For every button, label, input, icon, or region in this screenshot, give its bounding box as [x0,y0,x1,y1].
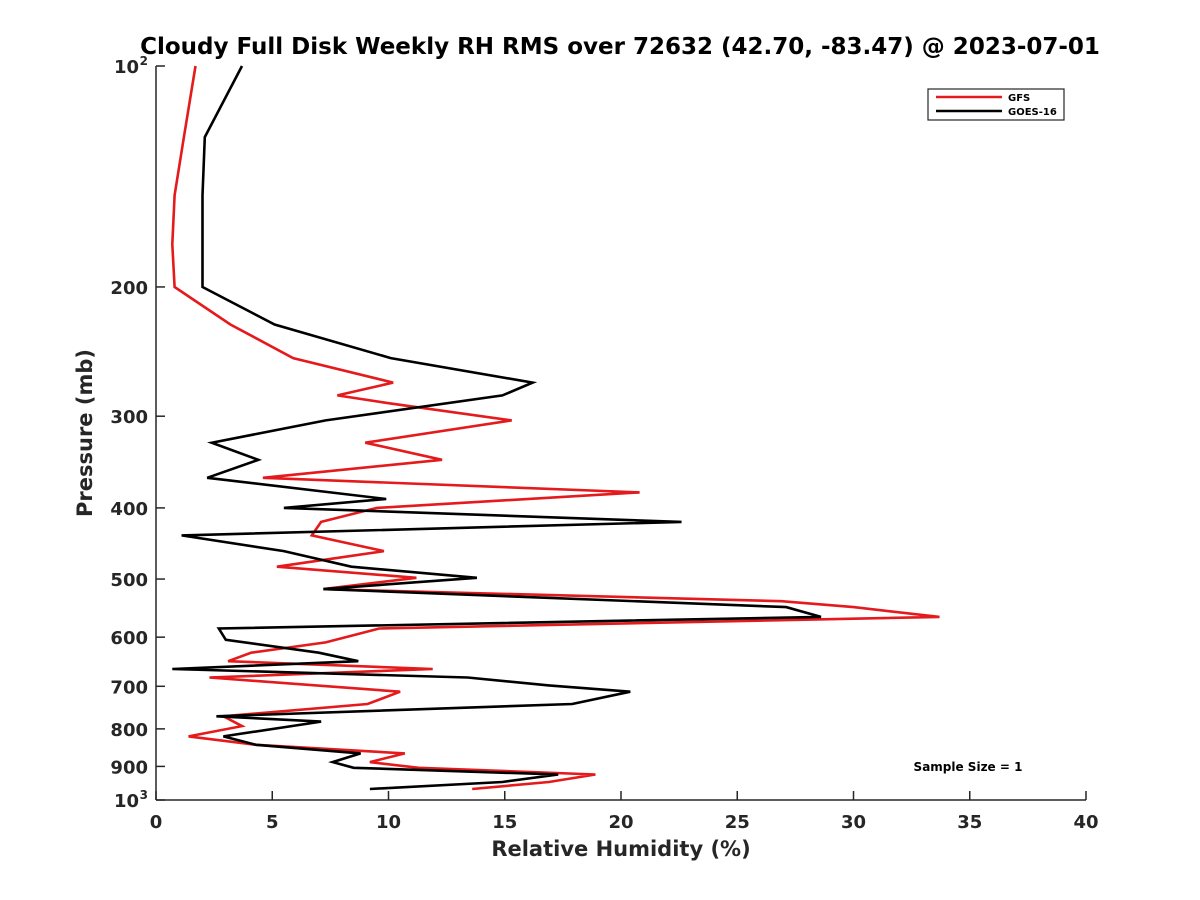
y-tick-label-3: 400 [110,499,148,520]
x-tick-label-7: 35 [957,812,982,833]
y-tick-label-7: 800 [110,720,148,741]
y-tick-label-1: 200 [110,278,148,299]
x-ticks: 0 5 10 15 20 25 30 35 40 [150,791,1099,833]
y-tick-label-4: 500 [110,570,148,591]
y-axis-label: Pressure (mb) [73,349,97,517]
legend-box [927,88,1065,121]
x-tick-label-5: 25 [725,812,750,833]
y-tick-label-8: 900 [110,757,148,778]
y-tick-label-6: 700 [110,677,148,698]
x-tick-label-0: 0 [150,812,163,833]
series-lines [170,65,940,791]
x-tick-label-8: 40 [1073,812,1098,833]
sample-size-annotation: Sample Size = 1 [914,760,1023,774]
legend-label-goes16: GOES-16 [1008,107,1057,118]
x-tick-label-6: 30 [841,812,866,833]
legend-label-gfs: GFS [1008,93,1030,104]
y-tick-exponent-9: 3 [140,788,148,802]
y-tick-label-5: 600 [110,628,148,649]
x-tick-label-4: 20 [608,812,633,833]
legend: GFS GOES-16 [927,88,1065,121]
series-line-goes-16 [172,65,822,791]
chart-title: Cloudy Full Disk Weekly RH RMS over 7263… [140,34,1100,60]
y-tick-exponent-0: 2 [140,54,148,68]
y-tick-label-2: 300 [110,407,148,428]
x-tick-label-1: 5 [266,812,279,833]
plot-area: 0 5 10 15 20 25 30 35 40 10 220030040050060070080… [110,54,1098,833]
x-tick-label-2: 10 [376,812,401,833]
y-tick-label-0: 10 [114,57,139,78]
y-tick-label-9: 10 [114,791,139,812]
x-tick-label-3: 15 [492,812,517,833]
x-axis-label: Relative Humidity (%) [491,837,750,861]
